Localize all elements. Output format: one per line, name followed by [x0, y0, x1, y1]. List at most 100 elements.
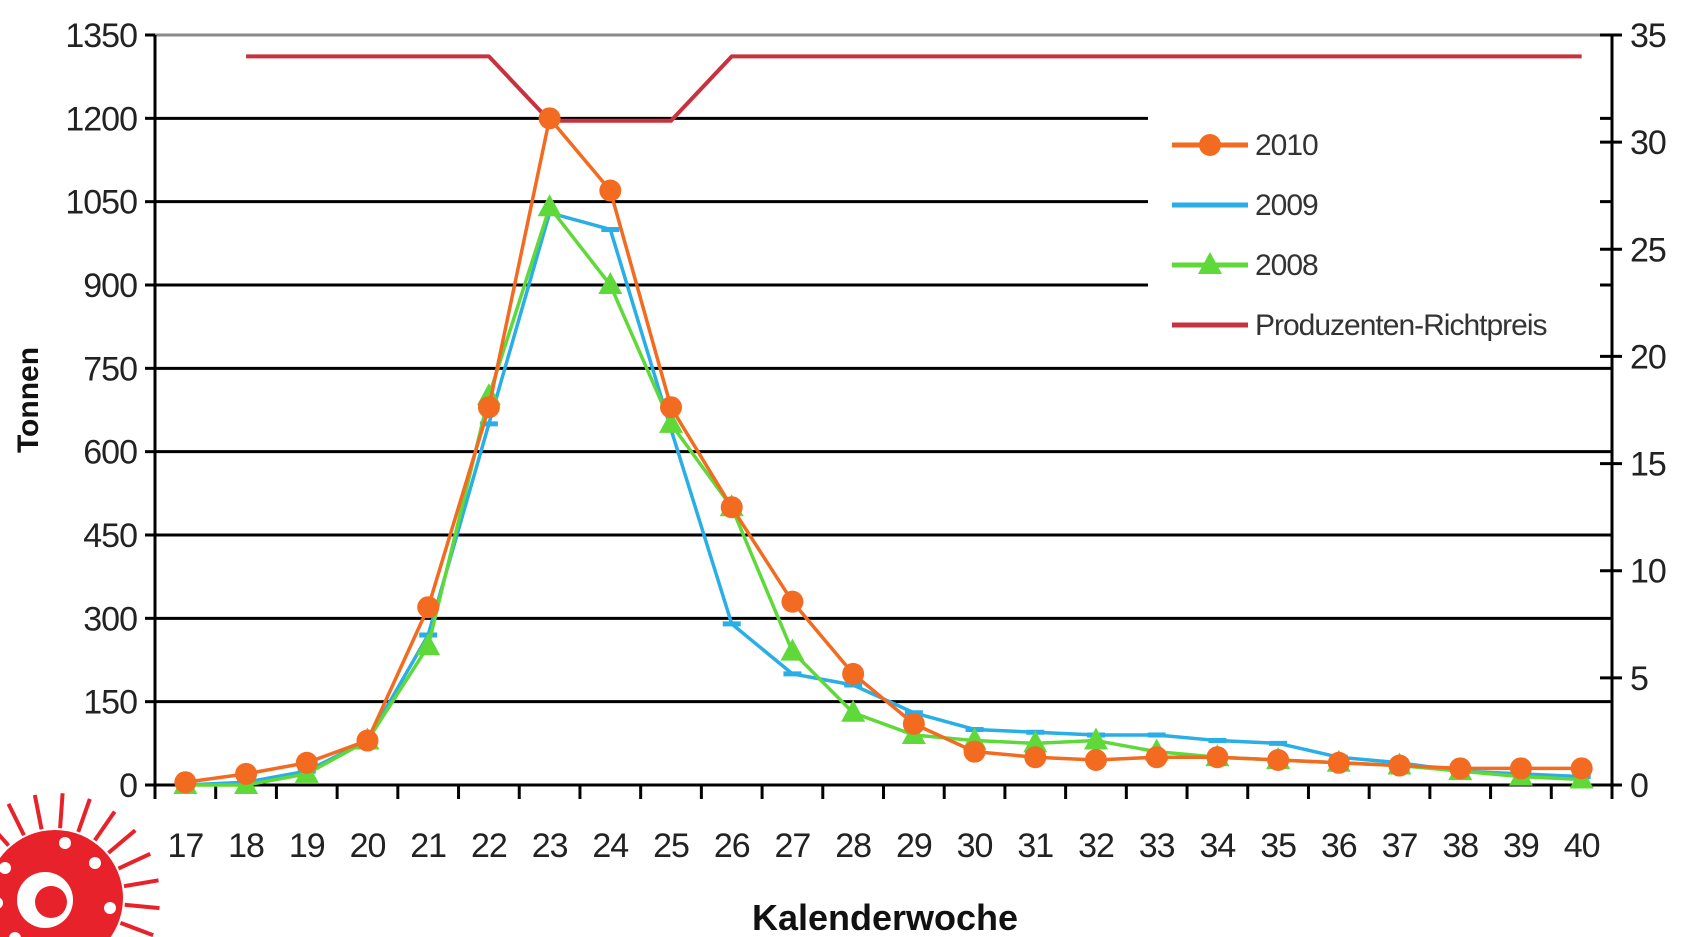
data-point-2010-28	[842, 662, 865, 685]
x-tick-label-29: 29	[896, 827, 932, 865]
logo-ray	[124, 902, 160, 911]
x-tick-label-24: 24	[592, 827, 628, 865]
data-point-2010-37	[1388, 754, 1411, 777]
y2-tick-label-15: 15	[1630, 446, 1666, 484]
series-layer	[173, 54, 1594, 794]
data-point-2008-24	[598, 272, 623, 294]
y-axis-title: Tonnen	[12, 347, 45, 453]
logo-dot	[59, 837, 71, 849]
x-tick-label-32: 32	[1078, 827, 1114, 865]
legend: 2010 2009 2008 Produzenten-Richtpreis	[1148, 115, 1600, 355]
data-point-2010-30	[963, 740, 986, 763]
x-tick-label-36: 36	[1321, 827, 1357, 865]
x-tick-label-22: 22	[471, 827, 507, 865]
y2-tick-label-0: 0	[1630, 767, 1648, 805]
data-point-2010-34	[1206, 746, 1229, 769]
data-point-2010-21	[417, 596, 440, 619]
series-2010	[174, 107, 1593, 794]
logo-dot	[0, 862, 11, 874]
data-point-2010-38	[1449, 757, 1472, 780]
y-tick-label-0: 0	[119, 767, 137, 805]
y-tick-label-750: 750	[83, 350, 137, 388]
legend-marker-2008	[1198, 252, 1222, 274]
logo-ray	[6, 802, 26, 837]
data-point-2010-36	[1327, 751, 1350, 774]
x-tick-label-40: 40	[1564, 827, 1600, 865]
data-point-2010-31	[1024, 746, 1047, 769]
data-point-2010-18	[235, 762, 258, 785]
axes: 0 150 300 450 600 750 900 1050 1200 1350 0 5 10 15 20 2…	[65, 17, 1667, 865]
x-axis-title: Kalenderwoche	[752, 897, 1018, 937]
data-point-2008-21	[416, 633, 441, 656]
x-tick-label-38: 38	[1442, 827, 1478, 865]
data-point-2010-39	[1509, 757, 1532, 780]
x-tick-label-19: 19	[289, 827, 325, 865]
logo-ray	[117, 851, 152, 871]
legend-label-2008: 2008	[1255, 249, 1318, 282]
legend-label-2010: 2010	[1255, 129, 1318, 162]
data-point-2010-19	[295, 751, 318, 774]
series-line-Produzenten-Richtpreis	[246, 54, 1582, 123]
x-tick-label-20: 20	[350, 827, 386, 865]
x-tick-label-37: 37	[1382, 827, 1418, 865]
data-point-2010-33	[1145, 746, 1168, 769]
legend-label-Produzenten-Richtpreis: Produzenten-Richtpreis	[1255, 309, 1547, 342]
legend-marker-2010	[1199, 134, 1221, 156]
logo-dot	[89, 857, 101, 869]
x-tick-label-39: 39	[1503, 827, 1539, 865]
x-tick-label-25: 25	[653, 827, 689, 865]
logo-icon	[0, 793, 160, 937]
data-point-2008-23	[537, 194, 562, 217]
y-tick-label-1350: 1350	[65, 17, 137, 55]
data-point-2008-28	[841, 699, 866, 722]
x-tick-label-23: 23	[532, 827, 568, 865]
y2-tick-label-10: 10	[1630, 553, 1666, 591]
x-tick-label-28: 28	[835, 827, 871, 865]
y-tick-label-450: 450	[83, 517, 137, 555]
data-point-2010-25	[660, 396, 683, 419]
data-point-2008-31	[1023, 730, 1048, 753]
data-point-2008-32	[1083, 727, 1108, 750]
y2-tick-label-30: 30	[1630, 124, 1666, 162]
y2-tick-label-25: 25	[1630, 231, 1666, 269]
x-tick-label-18: 18	[228, 827, 264, 865]
data-point-2010-17	[174, 771, 197, 794]
x-tick-label-35: 35	[1260, 827, 1296, 865]
data-point-2010-22	[477, 396, 500, 419]
logo-ray	[123, 878, 159, 889]
data-point-2010-27	[781, 590, 804, 613]
x-tick-label-30: 30	[957, 827, 993, 865]
y-tick-label-300: 300	[83, 600, 137, 638]
y2-tick-label-20: 20	[1630, 338, 1666, 376]
logo-dot	[9, 932, 21, 937]
y-tick-label-1200: 1200	[65, 100, 137, 138]
logo-ray	[76, 798, 92, 833]
y2-tick-label-35: 35	[1630, 17, 1666, 55]
logo-ray	[0, 832, 11, 847]
logo-ray	[107, 828, 137, 855]
gridlines	[155, 33, 1612, 704]
x-tick-label-33: 33	[1139, 827, 1175, 865]
data-point-2010-24	[599, 179, 622, 202]
y-tick-label-900: 900	[83, 267, 137, 305]
data-point-2010-35	[1267, 749, 1290, 771]
logo-ray	[58, 793, 65, 829]
legend-label-2009: 2009	[1255, 189, 1318, 222]
x-tick-label-26: 26	[714, 827, 750, 865]
data-point-2010-23	[538, 107, 561, 130]
y-tick-label-600: 600	[83, 434, 137, 472]
logo-ray	[32, 794, 44, 830]
logo-ray	[93, 810, 117, 842]
logo-eye-inner	[35, 886, 67, 918]
data-point-2010-26	[720, 496, 743, 519]
legend-box	[1148, 115, 1600, 355]
data-point-2010-40	[1570, 757, 1593, 780]
data-point-2010-20	[356, 729, 379, 752]
y2-tick-label-5: 5	[1630, 660, 1648, 698]
x-tick-label-27: 27	[775, 827, 811, 865]
x-tick-label-31: 31	[1017, 827, 1053, 865]
y-tick-label-150: 150	[83, 684, 137, 722]
x-tick-label-17: 17	[167, 827, 203, 865]
series-Produzenten-Richtpreis	[246, 54, 1582, 123]
